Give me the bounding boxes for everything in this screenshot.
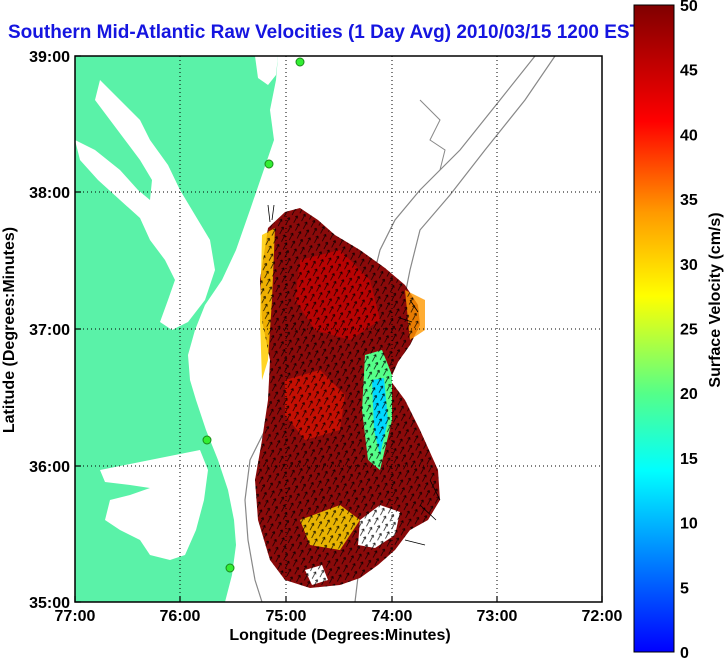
x-tick-label: 76:00: [160, 608, 201, 625]
colorbar-tick-label: 0: [680, 645, 689, 659]
y-tick-label: 35:00: [29, 595, 70, 612]
y-tick-label: 39:00: [29, 49, 70, 66]
colorbar-tick-label: 40: [680, 127, 698, 144]
x-tick-label: 75:00: [266, 608, 307, 625]
colorbar: [633, 4, 675, 653]
y-tick-label: 38:00: [29, 185, 70, 202]
radar-station-markers: [202, 57, 305, 573]
y-axis-label: Latitude (Degrees:Minutes): [1, 227, 18, 433]
colorbar-tick-label: 45: [680, 63, 698, 80]
map-title: Southern Mid-Atlantic Raw Velocities (1 …: [8, 22, 642, 43]
x-tick-label: 72:00: [582, 608, 623, 625]
chesapeake-bay: [75, 80, 215, 330]
colorbar-tick-label: 10: [680, 516, 698, 533]
bathymetry-contour: [419, 99, 446, 171]
colorbar-tick-label: 50: [680, 0, 698, 15]
colorbar-tick-label: 15: [680, 451, 698, 468]
colorbar-tick-label: 25: [680, 322, 698, 339]
colorbar-tick-label: 35: [680, 192, 698, 209]
colorbar-label: Surface Velocity (cm/s): [707, 212, 724, 387]
velocity-arrows: [255, 208, 440, 588]
colorbar-tick-label: 30: [680, 257, 698, 274]
velocity-arrows: [267, 204, 441, 546]
delaware-bay: [255, 56, 278, 85]
x-tick-label: 73:00: [477, 608, 518, 625]
colorbar-tick-label: 5: [680, 580, 689, 597]
y-tick-label: 36:00: [29, 459, 70, 476]
axis-tick-marks: [74, 55, 603, 603]
x-axis-label: Longitude (Degrees:Minutes): [229, 627, 450, 644]
x-tick-label: 77:00: [55, 608, 96, 625]
y-tick-label: 37:00: [29, 322, 70, 339]
pamlico-sound: [100, 450, 208, 560]
map-gridlines: [75, 56, 602, 602]
colorbar-tick-label: 20: [680, 386, 698, 403]
x-tick-label: 74:00: [372, 608, 413, 625]
